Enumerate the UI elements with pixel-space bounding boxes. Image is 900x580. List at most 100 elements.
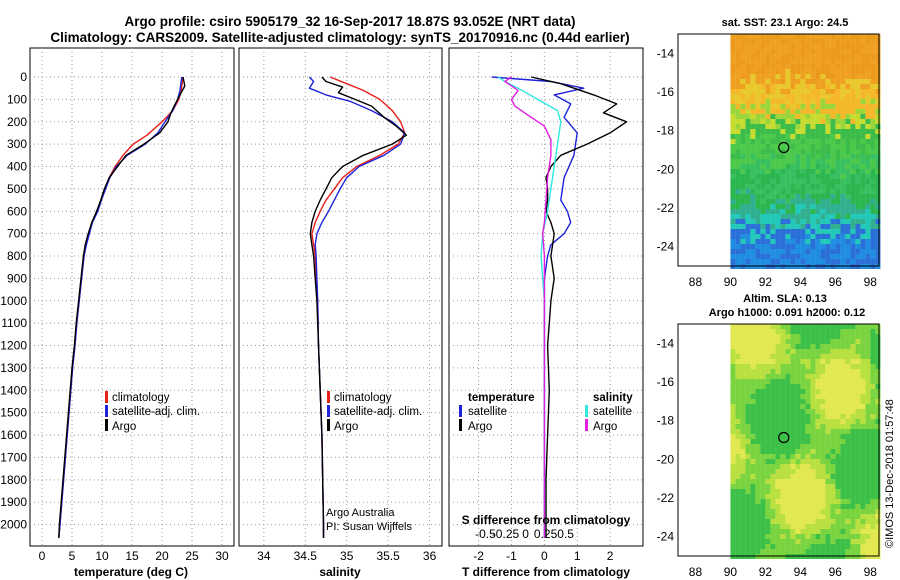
map-cell	[850, 174, 856, 179]
map-cell	[855, 349, 861, 354]
map-cell	[805, 339, 811, 344]
legend-argo: Argo	[334, 421, 358, 433]
map-cell	[765, 89, 771, 94]
map-cell	[770, 159, 776, 164]
map-cell	[755, 129, 761, 134]
map-cell	[855, 224, 861, 229]
map-cell	[825, 69, 831, 74]
map-cell	[830, 489, 836, 494]
map-cell	[750, 184, 756, 189]
map-cell	[795, 339, 801, 344]
map-cell	[740, 149, 746, 154]
map-cell	[735, 194, 741, 199]
map-cell	[845, 464, 851, 469]
map-cell	[805, 244, 811, 249]
map-cell	[840, 104, 846, 109]
map-cell	[735, 64, 741, 69]
map-cell	[775, 174, 781, 179]
map-cell	[835, 69, 841, 74]
map-cell	[830, 59, 836, 64]
map-cell	[805, 394, 811, 399]
map-cell	[835, 474, 841, 479]
map-cell	[780, 119, 786, 124]
map-cell	[745, 39, 751, 44]
map-cell	[740, 514, 746, 519]
map-cell	[760, 389, 766, 394]
map-cell	[820, 154, 826, 159]
map-cell	[815, 374, 821, 379]
map-cell	[815, 234, 821, 239]
map-cell	[760, 509, 766, 514]
map-cell	[735, 99, 741, 104]
map-cell	[775, 499, 781, 504]
map-cell	[805, 239, 811, 244]
map-cell	[800, 134, 806, 139]
map-cell	[740, 369, 746, 374]
map-cell	[820, 339, 826, 344]
map-cell	[770, 104, 776, 109]
map-cell	[765, 99, 771, 104]
map-cell	[820, 234, 826, 239]
map-cell	[855, 174, 861, 179]
map-cell	[835, 259, 841, 264]
map-cell	[760, 479, 766, 484]
map-cell	[775, 189, 781, 194]
map-cell	[795, 129, 801, 134]
map-cell	[830, 49, 836, 54]
map-cell	[870, 239, 876, 244]
map-cell	[765, 524, 771, 529]
map-cell	[845, 369, 851, 374]
map-cell	[770, 129, 776, 134]
map-cell	[755, 44, 761, 49]
y-tick-label: 100	[7, 92, 27, 106]
map-cell	[730, 324, 736, 329]
map-cell	[805, 414, 811, 419]
map-cell	[850, 399, 856, 404]
map-cell	[860, 324, 866, 329]
map-cell	[750, 34, 756, 39]
map-cell	[865, 374, 871, 379]
map-cell	[770, 549, 776, 554]
map-cell	[775, 229, 781, 234]
map-cell	[830, 539, 836, 544]
map-cell	[805, 69, 811, 74]
map-cell	[770, 394, 776, 399]
map-cell	[815, 414, 821, 419]
map-cell	[805, 484, 811, 489]
map-cell	[825, 354, 831, 359]
map-cell	[875, 89, 881, 94]
map-cell	[790, 339, 796, 344]
map-cell	[805, 344, 811, 349]
map-cell	[800, 359, 806, 364]
map-cell	[790, 454, 796, 459]
map-cell	[860, 59, 866, 64]
map-cell	[805, 129, 811, 134]
map-cell	[740, 204, 746, 209]
map-cell	[870, 349, 876, 354]
map-cell	[780, 354, 786, 359]
map-cell	[760, 219, 766, 224]
map-cell	[735, 384, 741, 389]
map-cell	[750, 494, 756, 499]
map-cell	[875, 129, 881, 134]
map-cell	[770, 534, 776, 539]
map-cell	[755, 474, 761, 479]
map-cell	[795, 534, 801, 539]
map-cell	[840, 154, 846, 159]
map-cell	[845, 34, 851, 39]
map-cell	[775, 94, 781, 99]
map-cell	[860, 74, 866, 79]
map-cell	[750, 339, 756, 344]
map-cell	[870, 254, 876, 259]
legend-swatch-climatology	[327, 391, 330, 403]
map-cell	[810, 519, 816, 524]
map-cell	[805, 519, 811, 524]
legend-salinity-title: salinity	[593, 392, 633, 404]
x-tick-label: 34	[257, 549, 271, 563]
legend-swatch-argo	[105, 419, 108, 431]
map-cell	[840, 324, 846, 329]
map-cell	[785, 209, 791, 214]
map-cell	[755, 159, 761, 164]
map-cell	[770, 479, 776, 484]
map-cell	[745, 549, 751, 554]
